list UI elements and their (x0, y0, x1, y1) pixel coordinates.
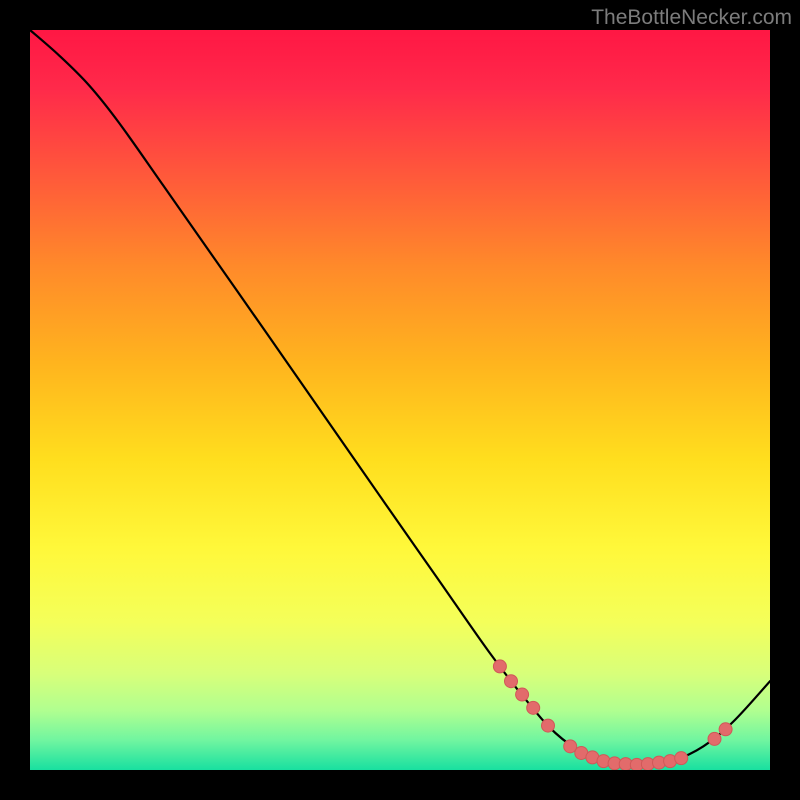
curve-layer (30, 30, 770, 770)
data-marker (542, 719, 555, 732)
chart-container: TheBottleNecker.com (0, 0, 800, 800)
plot-area (30, 30, 770, 770)
data-marker (719, 723, 732, 736)
data-marker (505, 675, 518, 688)
data-marker (675, 752, 688, 765)
bottleneck-curve (30, 30, 770, 765)
data-marker (493, 660, 506, 673)
data-markers (493, 660, 732, 770)
data-marker (516, 688, 529, 701)
watermark-text: TheBottleNecker.com (591, 6, 792, 30)
data-marker (527, 701, 540, 714)
data-marker (708, 732, 721, 745)
